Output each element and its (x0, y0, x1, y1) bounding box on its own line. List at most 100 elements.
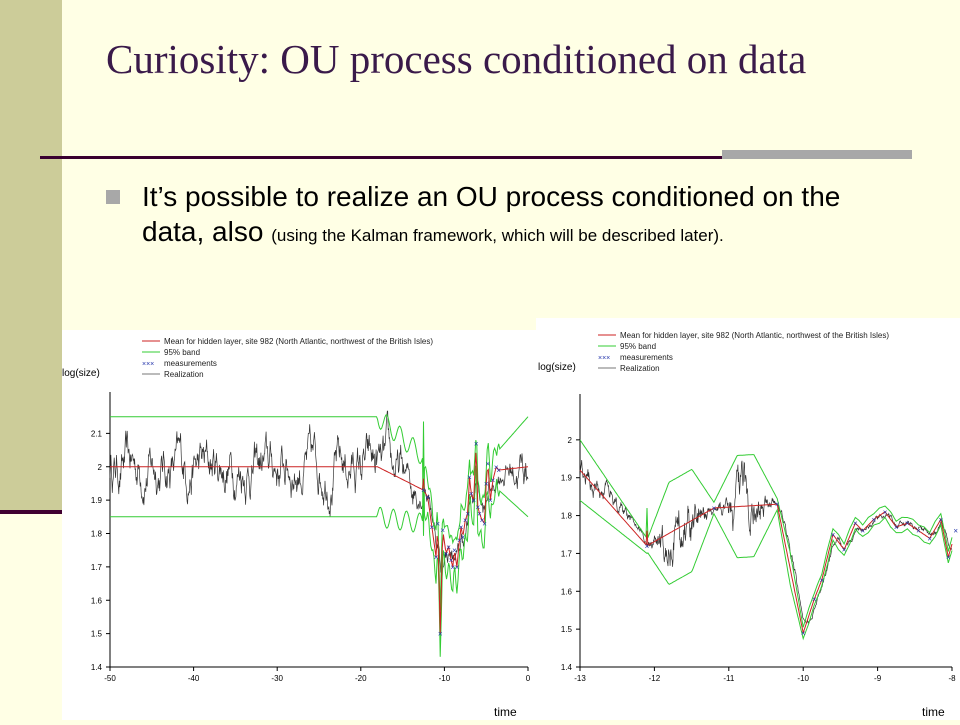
left-accent-underline (0, 510, 62, 514)
series-mean (579, 469, 953, 634)
measurement-point-13: × (905, 519, 910, 528)
measurement-point-5: × (438, 630, 443, 639)
measurement-point-28: × (488, 496, 493, 505)
measurement-point-6: × (831, 531, 836, 540)
measurement-point-7: × (842, 546, 847, 555)
measurement-point-18: × (467, 473, 472, 482)
measurement-point-22: × (476, 503, 481, 512)
measurement-point-8: × (853, 519, 858, 528)
y-tick-label-3: 1.7 (561, 549, 573, 558)
x-tick-label-4: -10 (439, 674, 451, 683)
measurement-point-23: × (477, 509, 482, 518)
measurement-point-12: × (455, 563, 460, 572)
measurement-point-14: × (916, 527, 921, 536)
measurement-point-15: × (927, 534, 932, 543)
measurement-point-17: × (465, 509, 470, 518)
measurement-point-15: × (460, 533, 465, 542)
measurement-point-4: × (435, 519, 440, 528)
series-mean (110, 452, 529, 634)
measurement-point-27: × (486, 459, 491, 468)
measurement-point-16: × (939, 515, 944, 524)
legend-swatch-2: ××× (142, 361, 154, 368)
slide-title: Curiosity: OU process conditioned on dat… (106, 36, 807, 82)
chart-ou-50-years: Mean for hidden layer, site 982 (North A… (62, 330, 536, 720)
series-band-lower (110, 421, 529, 657)
measurement-point-2: × (430, 523, 435, 532)
measurement-point-6: × (440, 526, 445, 535)
series-band-lower (579, 500, 953, 641)
x-tick-label-0: -50 (104, 674, 116, 683)
legend-label-2: measurements (164, 359, 217, 368)
y-tick-label-5: 1.9 (91, 496, 103, 505)
measurement-point-4: × (812, 595, 817, 604)
measurement-point-21: × (474, 439, 479, 448)
x-axis-label: time (922, 705, 945, 719)
measurement-point-26: × (484, 479, 489, 488)
measurement-point-25: × (482, 519, 487, 528)
measurement-point-18: × (953, 527, 958, 536)
measurement-point-20: × (471, 496, 476, 505)
chart-ou-50-years-svg: Mean for hidden layer, site 982 (North A… (62, 337, 531, 719)
legend-swatch-2: ××× (598, 355, 610, 362)
chart-ou-zoomed-svg: Mean for hidden layer, site 982 (North A… (538, 331, 958, 719)
x-tick-label-3: -20 (355, 674, 367, 683)
x-axis-label: time (494, 705, 517, 719)
measurement-point-3: × (434, 553, 439, 562)
chart-ou-zoomed: Mean for hidden layer, site 982 (North A… (536, 318, 960, 720)
x-tick-label-3: -10 (797, 674, 809, 683)
measurement-point-29: × (491, 476, 496, 485)
legend-label-3: Realization (164, 370, 204, 379)
measurement-point-3: × (801, 629, 806, 638)
y-tick-label-0: 1.4 (91, 663, 103, 672)
legend-label-3: Realization (620, 364, 660, 373)
measurement-point-9: × (860, 527, 865, 536)
y-tick-label-5: 1.9 (561, 474, 573, 483)
measurement-point-17: × (946, 553, 951, 562)
measurement-point-8: × (446, 543, 451, 552)
y-tick-label-4: 1.8 (91, 530, 103, 539)
x-tick-label-1: -40 (188, 674, 200, 683)
legend-label-1: 95% band (620, 342, 656, 351)
measurement-point-11: × (883, 508, 888, 517)
measurement-point-10: × (450, 563, 455, 572)
x-tick-label-5: -8 (948, 674, 956, 683)
measurement-point-24: × (480, 516, 485, 525)
x-tick-label-2: -30 (271, 674, 283, 683)
y-tick-label-7: 2.1 (91, 429, 103, 438)
measurement-point-31: × (496, 466, 501, 475)
y-tick-label-0: 1.4 (561, 663, 573, 672)
title-divider (40, 156, 912, 159)
bullet-main-text: It’s possible to realize an OU process c… (142, 181, 841, 247)
x-tick-label-1: -12 (649, 674, 661, 683)
series-realization (579, 459, 953, 625)
x-tick-label-4: -9 (874, 674, 882, 683)
measurement-point-12: × (894, 523, 899, 532)
legend-label-0: Mean for hidden layer, site 982 (North A… (620, 331, 889, 340)
y-tick-label-6: 2 (98, 463, 103, 472)
series-realization (109, 410, 529, 578)
measurement-point-2: × (775, 500, 780, 509)
legend-label-2: measurements (620, 353, 673, 362)
measurement-point-11: × (452, 546, 457, 555)
measurement-point-0: × (645, 542, 650, 551)
measurement-point-9: × (449, 556, 454, 565)
y-tick-label-2: 1.6 (91, 596, 103, 605)
y-axis-label: log(size) (62, 368, 100, 379)
y-axis-label: log(size) (538, 362, 576, 373)
legend-label-1: 95% band (164, 348, 200, 357)
measurement-point-1: × (425, 493, 430, 502)
title-divider-accent (722, 150, 912, 159)
series-band-upper (110, 414, 529, 611)
measurement-point-16: × (463, 516, 468, 525)
y-tick-label-1: 1.5 (91, 630, 103, 639)
x-tick-label-2: -11 (723, 674, 735, 683)
bullet-marker (106, 190, 120, 204)
bullet-item: It’s possible to realize an OU process c… (142, 179, 882, 249)
x-tick-label-5: 0 (526, 674, 531, 683)
y-tick-label-3: 1.7 (91, 563, 103, 572)
x-tick-label-0: -13 (574, 674, 586, 683)
y-tick-label-1: 1.5 (561, 625, 573, 634)
measurement-point-10: × (872, 515, 877, 524)
left-accent-bar (0, 0, 62, 510)
measurement-point-0: × (421, 486, 426, 495)
